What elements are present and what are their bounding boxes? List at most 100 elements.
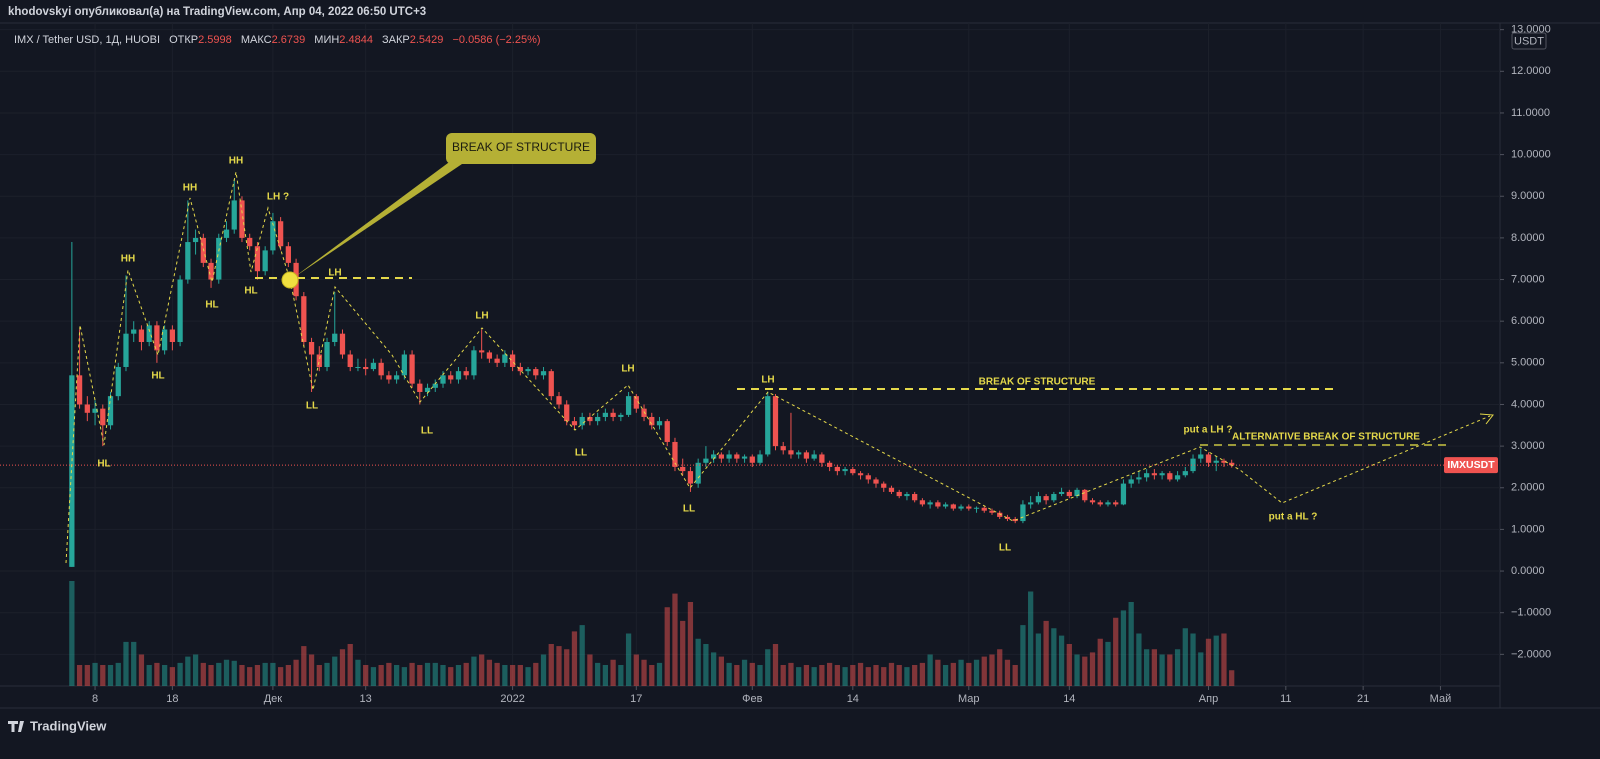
volume-bar: [656, 662, 663, 686]
candle-body: [819, 454, 825, 463]
volume-bar: [1198, 652, 1204, 686]
y-tick-label: 10.0000: [1511, 149, 1551, 161]
volume-bar: [788, 662, 794, 686]
volume-bar: [610, 659, 616, 686]
volume-bar: [579, 625, 585, 686]
candle-body: [1082, 489, 1088, 501]
x-tick-label: 13: [360, 693, 372, 705]
volume-bar: [401, 667, 407, 686]
candle-body: [556, 396, 562, 405]
volume-bar: [564, 649, 570, 686]
candle-body: [254, 246, 261, 272]
x-tick-label: 14: [1063, 693, 1075, 705]
candle-body: [579, 416, 585, 426]
y-tick-label: 7.0000: [1511, 273, 1545, 285]
break-marker: [281, 271, 299, 289]
symbol-legend: IMX / Tether USD, 1Д, HUOBI ОТКР2.5998 М…: [14, 34, 541, 46]
y-tick-label: −1.0000: [1511, 607, 1551, 619]
y-tick-label: 4.0000: [1511, 398, 1545, 410]
candle-body: [247, 237, 253, 247]
candle-body: [687, 471, 694, 484]
candle-body: [826, 462, 833, 467]
open-label: ОТКР: [169, 34, 198, 46]
volume-bar: [486, 659, 493, 686]
candle-body: [409, 354, 415, 384]
volume-bar: [463, 662, 469, 686]
volume-bar: [154, 662, 160, 686]
candle-body: [432, 383, 438, 388]
candle-body: [208, 262, 214, 280]
annotation: LL: [575, 448, 587, 459]
candle-body: [834, 466, 840, 472]
candle-body: [1174, 475, 1181, 480]
volume-bar: [332, 656, 338, 686]
y-tick-label: 6.0000: [1511, 315, 1545, 327]
candle-body: [664, 421, 670, 442]
volume-bar: [981, 656, 987, 686]
candle-body: [1120, 483, 1127, 505]
candle-body: [672, 441, 678, 467]
volume-bar: [695, 638, 701, 686]
volume-bar: [1190, 633, 1196, 686]
candle-body: [169, 329, 176, 343]
volume-bar: [1144, 649, 1150, 686]
y-tick-label: 5.0000: [1511, 357, 1545, 369]
candle-body: [1136, 477, 1142, 480]
volume-bar: [834, 665, 840, 686]
candle-body: [1097, 502, 1103, 505]
candle-body: [695, 462, 701, 484]
candle-body: [973, 507, 980, 509]
candle-body: [324, 342, 330, 367]
candle-body: [1221, 460, 1227, 463]
candle-body: [780, 446, 786, 451]
volume-bar: [687, 602, 694, 686]
candle-body: [347, 354, 353, 367]
x-tick-label: 8: [92, 693, 98, 705]
candle-body: [811, 454, 817, 459]
volume-bar: [393, 665, 400, 686]
candle-body: [107, 396, 114, 426]
volume-bar: [386, 662, 392, 686]
volume-bar: [162, 665, 168, 686]
volume-bar: [92, 662, 98, 686]
candle-body: [796, 452, 802, 455]
candle-body: [703, 458, 709, 463]
candle-body: [571, 421, 578, 426]
volume-bar: [711, 652, 717, 686]
volume-bar: [819, 665, 825, 686]
unit-label: USDT: [1514, 35, 1544, 47]
candle-body: [618, 414, 624, 417]
candle-body: [711, 454, 717, 459]
annotation: LL: [999, 543, 1011, 554]
volume-bar: [347, 644, 353, 686]
candle-body: [997, 512, 1003, 517]
annotation: BREAK OF STRUCTURE: [452, 140, 590, 154]
legend: IMX / Tether USD, 1Д, HUOBI ОТКР2.5998 М…: [14, 34, 541, 46]
candle-body: [1035, 496, 1042, 503]
candle-body: [1028, 502, 1034, 505]
volume-bar: [1074, 654, 1080, 686]
x-tick-label: Дек: [264, 693, 283, 705]
volume-bar: [262, 662, 268, 686]
volume-bar: [958, 659, 964, 686]
volume-bar: [200, 662, 206, 686]
x-tick-label: 17: [630, 693, 642, 705]
candle-body: [216, 237, 222, 280]
volume-bar: [803, 665, 810, 686]
candle-body: [1066, 491, 1072, 497]
callout-pointer: [293, 160, 462, 278]
candle-body: [440, 375, 446, 384]
candle-body: [270, 221, 276, 251]
candle-body: [479, 350, 485, 353]
candle-body: [1190, 458, 1196, 472]
volume-bar: [471, 656, 477, 686]
volume-bar: [966, 662, 972, 686]
candle-body: [223, 229, 230, 238]
annotation: LH: [475, 311, 488, 322]
volume-bar: [641, 659, 647, 686]
annotation: HL: [97, 459, 110, 470]
volume-bar: [888, 662, 895, 686]
volume-bar: [479, 654, 485, 686]
candle-body: [131, 329, 137, 334]
volume-bar: [417, 665, 423, 686]
